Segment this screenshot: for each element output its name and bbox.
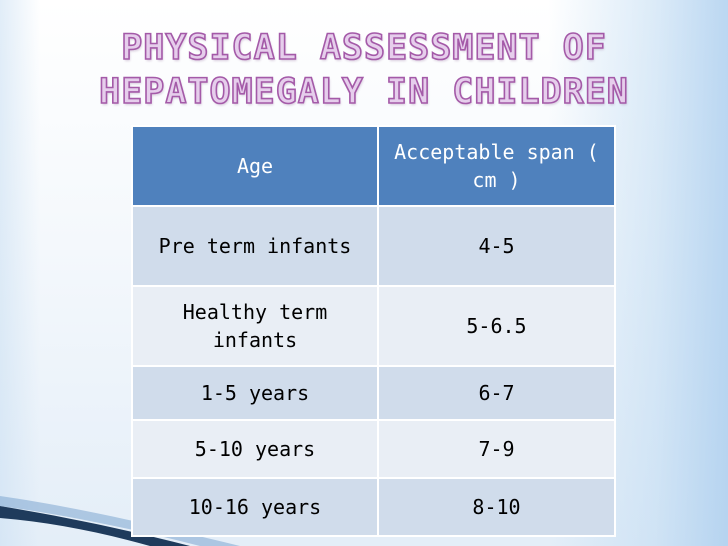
cell-span: 8-10	[377, 477, 616, 537]
table-row: 1-5 years 6-7	[131, 365, 616, 421]
table-row: 10-16 years 8-10	[131, 477, 616, 537]
table-header-row: Age Acceptable span ( cm )	[131, 125, 616, 207]
header-age: Age	[131, 125, 379, 207]
liver-span-table: Age Acceptable span ( cm ) Pre term infa…	[131, 125, 616, 537]
header-acceptable-span: Acceptable span ( cm )	[377, 125, 616, 207]
table-row: Healthy term infants 5-6.5	[131, 285, 616, 367]
cell-span: 6-7	[377, 365, 616, 421]
slide-title-line1: PHYSICAL ASSESSMENT OF	[120, 27, 607, 69]
table-row: Pre term infants 4-5	[131, 205, 616, 287]
cell-age: 10-16 years	[131, 477, 379, 537]
slide-title-line2: HEPATOMEGALY IN CHILDREN	[98, 71, 629, 113]
background-left-gradient	[0, 0, 40, 546]
cell-age: Pre term infants	[131, 205, 379, 287]
table-row: 5-10 years 7-9	[131, 419, 616, 479]
cell-age: Healthy term infants	[131, 285, 379, 367]
cell-age: 5-10 years	[131, 419, 379, 479]
cell-age: 1-5 years	[131, 365, 379, 421]
cell-span: 5-6.5	[377, 285, 616, 367]
slide-title: PHYSICAL ASSESSMENT OF HEPATOMEGALY IN C…	[0, 26, 728, 114]
cell-span: 4-5	[377, 205, 616, 287]
cell-span: 7-9	[377, 419, 616, 479]
